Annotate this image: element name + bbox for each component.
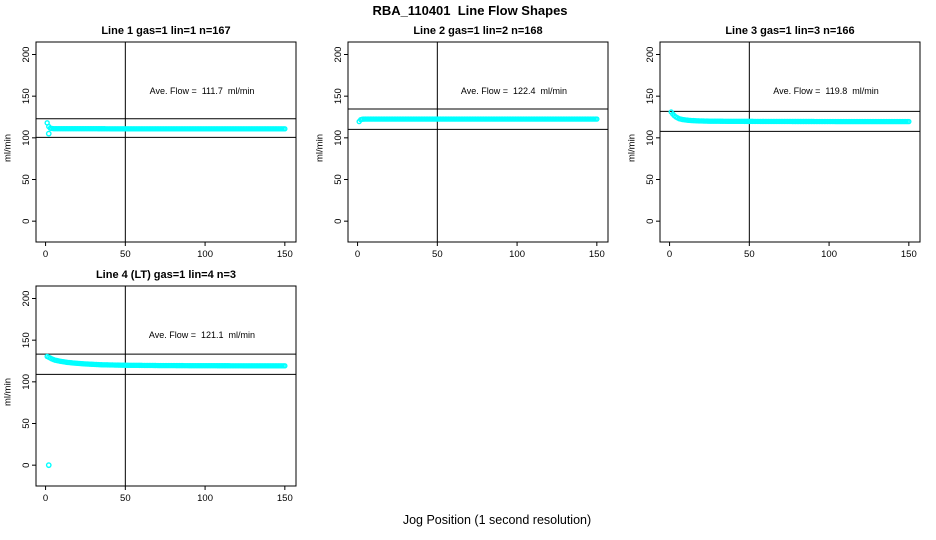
subplot-title: Line 3 gas=1 lin=3 n=166 bbox=[725, 25, 855, 37]
ave-flow-annotation: Ave. Flow = 111.7 ml/min bbox=[149, 86, 255, 96]
y-axis-label: ml/min bbox=[2, 134, 14, 162]
svg-text:100: 100 bbox=[197, 249, 213, 260]
svg-text:200: 200 bbox=[21, 291, 32, 307]
svg-text:150: 150 bbox=[901, 249, 917, 260]
plot-area-line-2: 0 50 100 150 0 50 100 150 200 bbox=[333, 41, 609, 260]
subplot-title: Line 1 gas=1 lin=1 n=167 bbox=[101, 25, 231, 37]
svg-text:0: 0 bbox=[645, 219, 656, 224]
x-axis-label: Jog Position (1 second resolution) bbox=[402, 513, 592, 527]
svg-text:50: 50 bbox=[21, 174, 32, 185]
ave-flow-annotation: Ave. Flow = 119.8 ml/min bbox=[773, 86, 879, 96]
svg-text:100: 100 bbox=[645, 130, 656, 146]
subplot-line-1: 0 50 100 150 0 50 100 150 200 Line 1 gas=1 lin=1… bbox=[0, 20, 312, 262]
svg-text:0: 0 bbox=[21, 463, 32, 468]
svg-text:150: 150 bbox=[21, 88, 32, 104]
plot-area-line-1: 0 50 100 150 0 50 100 150 200 bbox=[21, 41, 297, 260]
svg-text:50: 50 bbox=[645, 174, 656, 185]
svg-text:50: 50 bbox=[21, 418, 32, 429]
plot-area-line-4: 0 50 100 150 0 50 100 150 200 bbox=[21, 285, 297, 504]
plot-area-line-3: 0 50 100 150 0 50 100 150 200 bbox=[645, 41, 921, 260]
subplot-line-2: 0 50 100 150 0 50 100 150 200 Line 2 gas=1 lin=2… bbox=[312, 20, 624, 262]
svg-text:150: 150 bbox=[277, 249, 293, 260]
svg-text:150: 150 bbox=[645, 88, 656, 104]
svg-text:0: 0 bbox=[21, 219, 32, 224]
svg-text:200: 200 bbox=[21, 47, 32, 63]
figure-title: RBA_110401 Line Flow Shapes bbox=[372, 3, 568, 18]
subplot-line-3: 0 50 100 150 0 50 100 150 200 Line 3 gas=1 lin=3… bbox=[624, 20, 936, 262]
y-axis-label: ml/min bbox=[314, 134, 326, 162]
svg-text:50: 50 bbox=[432, 249, 443, 260]
svg-text:100: 100 bbox=[333, 130, 344, 146]
svg-text:0: 0 bbox=[43, 493, 48, 504]
svg-text:200: 200 bbox=[333, 47, 344, 63]
svg-text:200: 200 bbox=[645, 47, 656, 63]
svg-text:50: 50 bbox=[744, 249, 755, 260]
y-axis-label: ml/min bbox=[2, 378, 14, 406]
svg-text:150: 150 bbox=[277, 493, 293, 504]
svg-text:50: 50 bbox=[333, 174, 344, 185]
svg-text:100: 100 bbox=[821, 249, 837, 260]
svg-text:50: 50 bbox=[120, 249, 131, 260]
svg-text:150: 150 bbox=[333, 88, 344, 104]
subplot-title: Line 2 gas=1 lin=2 n=168 bbox=[413, 25, 543, 37]
svg-text:150: 150 bbox=[21, 332, 32, 348]
svg-text:0: 0 bbox=[667, 249, 672, 260]
subplot-line-4: 0 50 100 150 0 50 100 150 200 Line 4 (LT) gas=1 … bbox=[0, 264, 312, 506]
svg-text:100: 100 bbox=[509, 249, 525, 260]
svg-text:100: 100 bbox=[197, 493, 213, 504]
ave-flow-annotation: Ave. Flow = 122.4 ml/min bbox=[460, 86, 568, 96]
svg-text:0: 0 bbox=[333, 219, 344, 224]
svg-text:150: 150 bbox=[589, 249, 605, 260]
y-axis-label: ml/min bbox=[626, 134, 638, 162]
svg-text:100: 100 bbox=[21, 374, 32, 390]
svg-text:0: 0 bbox=[355, 249, 360, 260]
svg-text:100: 100 bbox=[21, 130, 32, 146]
ave-flow-annotation: Ave. Flow = 121.1 ml/min bbox=[148, 330, 256, 340]
svg-text:50: 50 bbox=[120, 493, 131, 504]
subplot-title: Line 4 (LT) gas=1 lin=4 n=3 bbox=[95, 269, 237, 281]
svg-text:0: 0 bbox=[43, 249, 48, 260]
